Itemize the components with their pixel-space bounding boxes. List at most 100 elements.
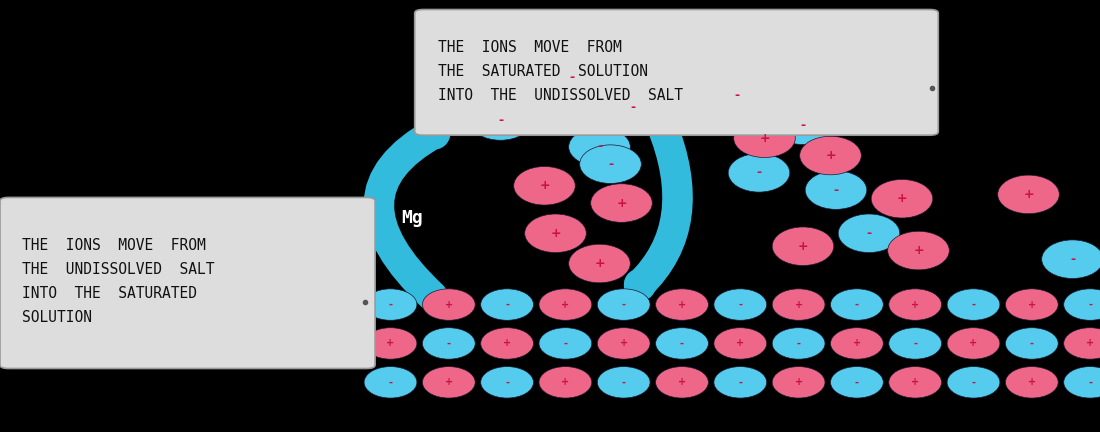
Ellipse shape [422, 289, 475, 320]
FancyArrowPatch shape [378, 132, 436, 296]
Text: -: - [621, 377, 626, 388]
Text: +: + [1023, 188, 1034, 201]
Text: -: - [913, 338, 917, 349]
Text: -: - [563, 338, 568, 349]
Text: -: - [388, 299, 393, 310]
Text: -: - [796, 338, 801, 349]
Text: Mg: Mg [402, 209, 424, 227]
Text: -: - [735, 89, 739, 102]
Ellipse shape [772, 289, 825, 320]
Ellipse shape [1042, 240, 1100, 279]
Text: -: - [388, 377, 393, 388]
Ellipse shape [772, 328, 825, 359]
Ellipse shape [656, 289, 708, 320]
Ellipse shape [541, 58, 603, 97]
Text: -: - [498, 114, 503, 127]
Text: +: + [561, 299, 570, 310]
Text: -: - [630, 102, 635, 114]
Text: -: - [971, 299, 976, 310]
Text: -: - [505, 299, 509, 310]
Ellipse shape [772, 106, 834, 145]
Text: +: + [798, 240, 808, 253]
Text: -: - [680, 338, 684, 349]
FancyArrowPatch shape [639, 124, 678, 286]
Text: +: + [825, 149, 836, 162]
FancyBboxPatch shape [415, 10, 938, 135]
Text: +: + [550, 227, 561, 240]
Text: -: - [855, 299, 859, 310]
Text: -: - [867, 227, 871, 240]
FancyBboxPatch shape [0, 197, 375, 368]
Ellipse shape [591, 184, 652, 222]
Ellipse shape [481, 289, 534, 320]
Text: +: + [969, 338, 978, 349]
Ellipse shape [422, 328, 475, 359]
Text: +: + [1027, 299, 1036, 310]
Text: +: + [386, 338, 395, 349]
Text: -: - [757, 166, 761, 179]
Ellipse shape [539, 289, 592, 320]
Text: +: + [794, 377, 803, 388]
Text: -: - [447, 338, 451, 349]
Text: -: - [801, 119, 805, 132]
Ellipse shape [470, 102, 531, 140]
Text: -: - [597, 140, 602, 153]
Ellipse shape [714, 328, 767, 359]
Ellipse shape [947, 367, 1000, 398]
Ellipse shape [525, 214, 586, 253]
Text: -: - [855, 377, 859, 388]
Text: +: + [1027, 377, 1036, 388]
Ellipse shape [805, 171, 867, 210]
Ellipse shape [539, 367, 592, 398]
Text: +: + [896, 192, 907, 205]
Ellipse shape [889, 289, 942, 320]
Text: +: + [619, 338, 628, 349]
Text: THE  IONS  MOVE  FROM
THE  UNDISSOLVED  SALT
INTO  THE  SATURATED
SOLUTION: THE IONS MOVE FROM THE UNDISSOLVED SALT … [22, 238, 215, 325]
Ellipse shape [569, 127, 630, 166]
Ellipse shape [481, 367, 534, 398]
Text: +: + [678, 299, 686, 310]
Text: +: + [678, 377, 686, 388]
Text: +: + [794, 299, 803, 310]
Ellipse shape [422, 367, 475, 398]
Text: -: - [1088, 377, 1092, 388]
Text: +: + [852, 338, 861, 349]
Text: -: - [505, 377, 509, 388]
Text: -: - [608, 158, 613, 171]
Ellipse shape [889, 367, 942, 398]
Ellipse shape [838, 214, 900, 253]
Text: +: + [444, 299, 453, 310]
Ellipse shape [1064, 289, 1100, 320]
Ellipse shape [772, 227, 834, 266]
Ellipse shape [656, 367, 708, 398]
Ellipse shape [597, 328, 650, 359]
Text: +: + [911, 299, 920, 310]
Text: +: + [911, 377, 920, 388]
Ellipse shape [656, 328, 708, 359]
Ellipse shape [481, 328, 534, 359]
Text: THE  IONS  MOVE  FROM
THE  SATURATED  SOLUTION
INTO  THE  UNDISSOLVED  SALT: THE IONS MOVE FROM THE SATURATED SOLUTIO… [438, 40, 683, 103]
Text: +: + [616, 197, 627, 210]
Text: -: - [621, 299, 626, 310]
Ellipse shape [364, 367, 417, 398]
Ellipse shape [514, 166, 575, 205]
Ellipse shape [597, 367, 650, 398]
Ellipse shape [1005, 328, 1058, 359]
Text: -: - [738, 377, 742, 388]
Ellipse shape [364, 328, 417, 359]
Ellipse shape [888, 231, 949, 270]
Ellipse shape [830, 367, 883, 398]
Text: +: + [444, 377, 453, 388]
Text: -: - [1070, 253, 1075, 266]
Ellipse shape [1005, 289, 1058, 320]
Ellipse shape [1064, 367, 1100, 398]
Ellipse shape [800, 136, 861, 175]
Ellipse shape [830, 328, 883, 359]
Text: +: + [594, 257, 605, 270]
Ellipse shape [772, 367, 825, 398]
Text: +: + [503, 338, 512, 349]
Ellipse shape [539, 328, 592, 359]
Text: +: + [561, 377, 570, 388]
Ellipse shape [1005, 367, 1058, 398]
Ellipse shape [597, 289, 650, 320]
